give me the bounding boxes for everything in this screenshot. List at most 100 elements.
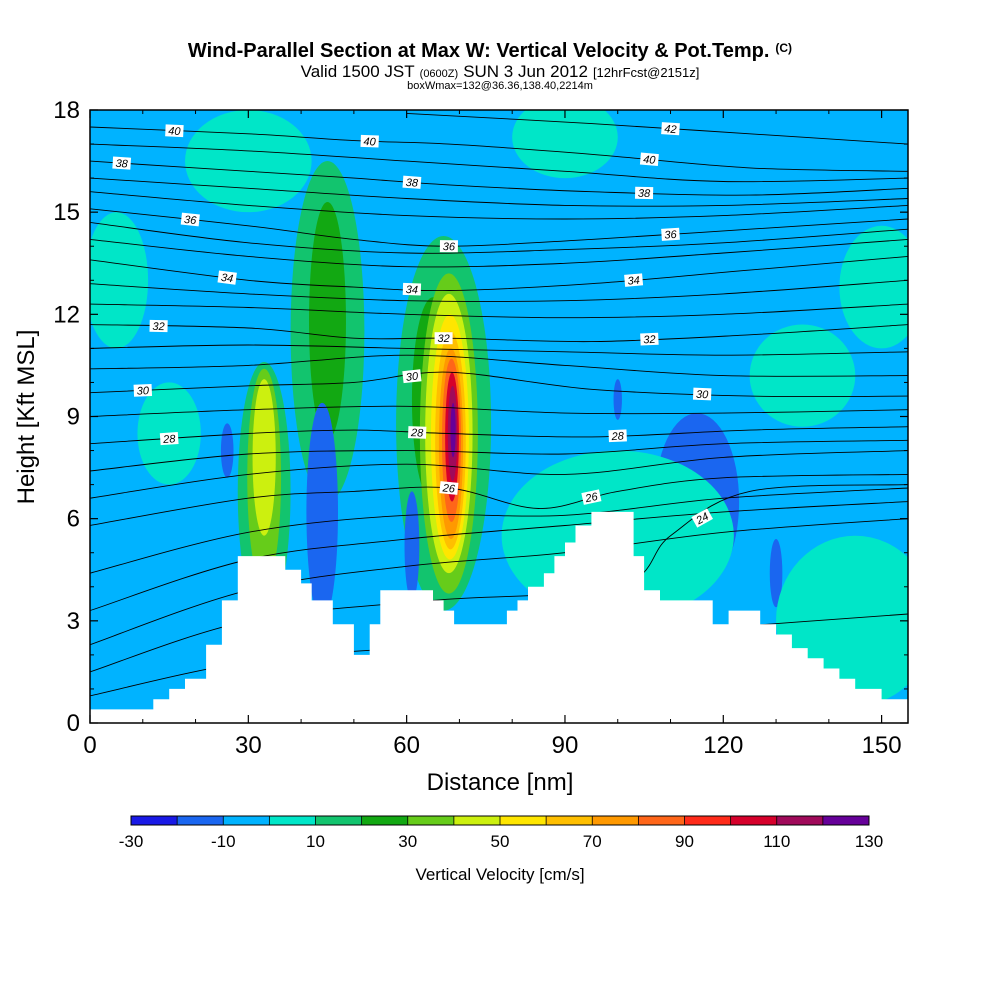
x-tick-label: 90 [552,732,579,759]
theta-contour-unlabeled-3 [90,487,908,574]
theta-label-28: 28 [407,426,427,440]
theta-label-28: 28 [608,429,627,443]
theta-label-text: 38 [405,177,419,190]
colorbar-swatch [638,816,685,825]
x-tick-label: 120 [703,732,743,759]
theta-label-34: 34 [402,282,422,296]
theta-label-bg [112,156,132,170]
theta-contour-unlabeled-8 [90,344,908,356]
colorbar-swatch [223,816,270,825]
theta-label-40: 40 [165,124,184,138]
theta-label-text: 26 [583,491,599,506]
colorbar-swatch [407,816,455,825]
theta-label-text: 40 [643,154,657,167]
w-region-25 [839,225,908,349]
theta-label-bg [360,134,379,148]
colorbar-swatch [684,816,732,825]
y-tick-label: 12 [53,301,80,328]
colorbar-swatch [453,816,501,825]
colorbar-label: Vertical Velocity [cm/s] [415,865,584,884]
theta-label-bg [149,319,168,333]
theta-label-bg [661,122,680,136]
theta-label-text: 28 [162,433,177,446]
theta-label-bg [180,212,200,227]
x-tick-label: 0 [83,732,96,759]
theta-label-bg [439,240,458,253]
theta-label-bg [661,227,680,241]
theta-contour-40 [90,126,908,172]
colorbar-tick-label: 50 [491,832,510,851]
valid-utc: (0600Z) [420,68,459,80]
theta-label-text: 34 [220,272,234,285]
theta-label-bg [624,273,644,287]
theta-contour-unlabeled-12 [90,221,908,254]
theta-label-text: 30 [405,370,419,383]
theta-label-30: 30 [133,384,153,398]
theta-label-bg [217,270,237,285]
y-tick-label: 0 [67,710,80,737]
y-tick-label: 6 [67,506,80,533]
theta-label-bg [402,282,422,296]
theta-label-text: 34 [406,284,419,296]
theta-label-bg [639,152,659,167]
theta-contour-unlabeled-2 [90,501,908,612]
theta-contour-unlabeled-6 [90,405,908,417]
theta-label-text: 32 [643,334,656,347]
theta-label-28: 28 [159,432,179,446]
theta-contour-unlabeled-7 [90,354,908,377]
terrain [90,511,908,723]
colorbar-tick-label: 70 [583,832,602,851]
theta-label-text: 28 [410,427,425,440]
theta-label-text: 40 [168,125,182,138]
colorbar-tick-label: -10 [211,832,236,851]
w-region-16 [306,402,339,621]
terrain-profile [90,511,908,723]
colorbar-swatch [776,816,824,825]
theta-label-text: 40 [363,136,377,148]
colorbar-swatch [546,816,593,825]
w-region-23 [185,110,312,213]
y-tick-label: 18 [53,97,80,124]
theta-label-24: 24 [691,508,713,528]
theta-label-text: 28 [610,430,625,443]
theta-label-text: 30 [696,389,710,402]
title-mark: (C) [775,41,792,55]
theta-label-36: 36 [439,240,458,253]
theta-label-text: 38 [638,188,651,200]
theta-label-bg [581,489,602,505]
theta-label-text: 32 [437,333,449,345]
theta-contour-unlabeled-5 [90,439,908,472]
colorbar-swatch [592,816,639,825]
valid-date: SUN 3 Jun 2012 [463,62,588,81]
colorbar-swatch [315,816,363,825]
theta-contour-30 [90,371,908,398]
theta-contour-unlabeled-14 [90,177,908,207]
w-region-17 [220,423,234,478]
colorbar-tick-label: 30 [398,832,417,851]
valid-prefix: Valid 1500 JST [301,62,415,81]
x-axis: 0 30 60 90 120 150 [83,110,902,759]
w-region-24 [512,110,618,179]
w-region-22 [613,379,622,420]
chart-title: Wind-Parallel Section at Max W: Vertical… [188,40,769,62]
theta-label-text: 36 [664,229,678,242]
y-tick-label: 9 [67,404,80,431]
w-region-29 [90,212,149,349]
theta-label-bg [640,332,659,346]
theta-label-26: 26 [581,489,602,506]
title-valid-line: Valid 1500 JST (0600Z) SUN 3 Jun 2012 [12hr… [301,62,700,81]
theta-label-bg [608,429,627,443]
theta-label-30: 30 [692,387,712,402]
theta-label-32: 32 [434,332,453,345]
x-tick-label: 150 [862,732,902,759]
theta-label-text: 24 [694,511,711,528]
theta-label-bg [692,387,712,401]
theta-contour-unlabeled-13 [90,191,908,220]
forecast-label: [12hrFcst@2151z] [593,65,699,80]
colorbar-swatch [361,816,409,825]
theta-contour-unlabeled-15 [90,143,908,183]
x-axis-label: Distance [nm] [427,769,574,796]
theta-label-bg [434,332,453,345]
